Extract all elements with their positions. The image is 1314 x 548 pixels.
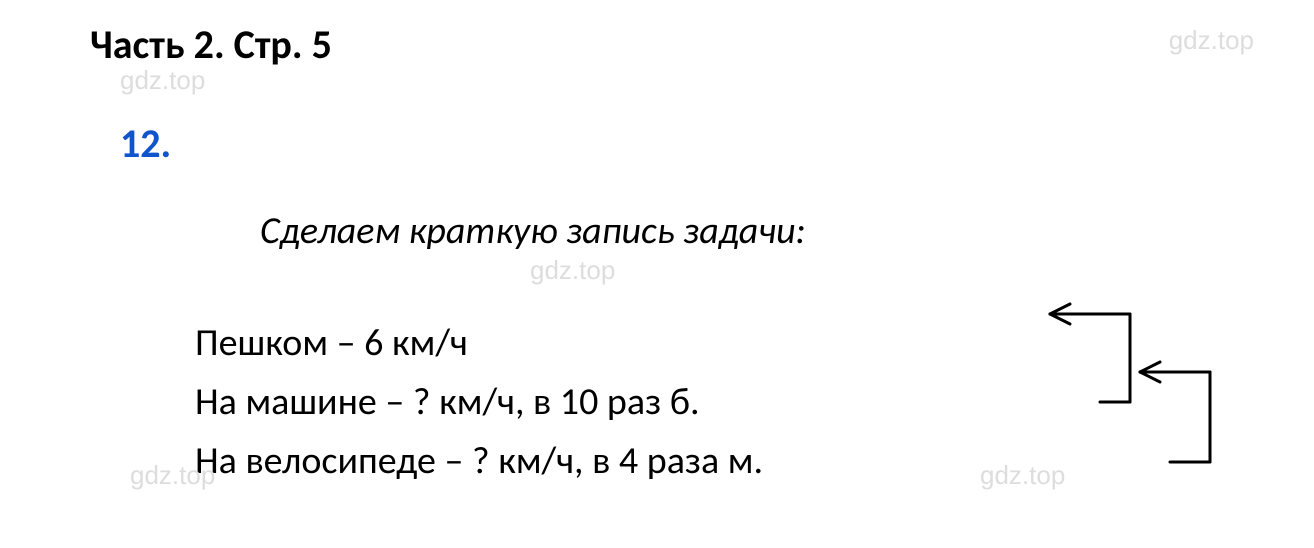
watermark-top-right: gdz.top [1169, 25, 1254, 56]
problem-subtitle: Сделаем краткую запись задачи: [260, 208, 1314, 254]
watermark-mid: gdz.top [530, 255, 615, 286]
problem-number: 12. [120, 119, 1314, 168]
watermark-under-title: gdz.top [120, 65, 205, 96]
problem-data-block: Пешком – 6 км/ч На машине – ? км/ч, в 10… [195, 314, 1314, 491]
bracket-diagram [1025, 294, 1314, 514]
bracket-svg [1025, 294, 1314, 514]
page-title: Часть 2. Стр. 5 [90, 20, 332, 69]
